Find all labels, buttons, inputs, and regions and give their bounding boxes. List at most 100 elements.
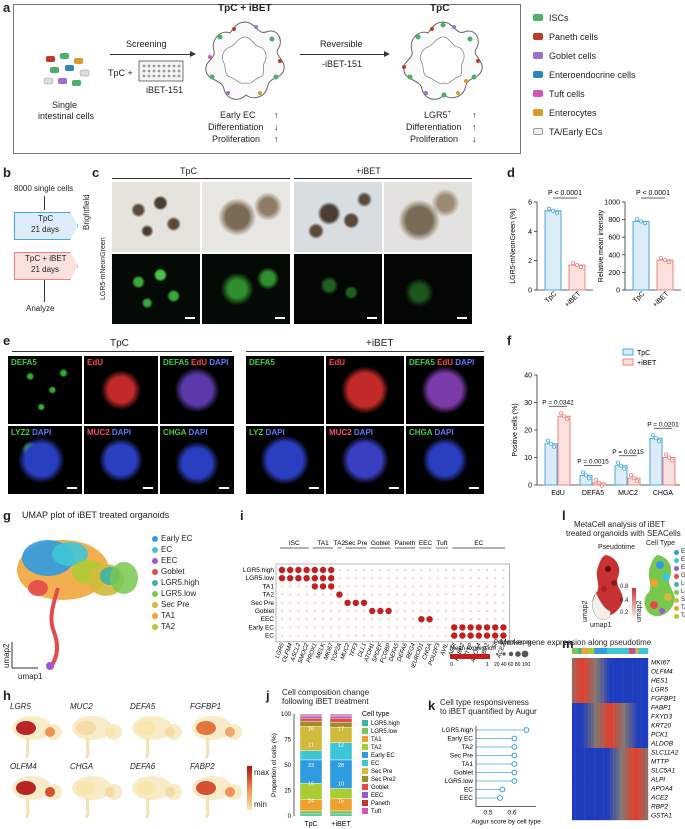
dot: [469, 609, 472, 613]
dot: [502, 577, 505, 580]
dot: [420, 585, 423, 588]
legend-dot: [152, 624, 158, 630]
heatmap-cell: [610, 712, 614, 722]
dot: [354, 585, 357, 588]
heatmap-cell: [610, 757, 614, 767]
heatmap-cell: [606, 757, 611, 767]
l-legend-label: EEC: [681, 557, 685, 563]
a-organoid-left: [205, 21, 285, 100]
heatmap-cell: [622, 811, 627, 821]
heatmap-cell: [632, 712, 636, 722]
y-axis-label: Proportion of cells (%): [271, 733, 278, 797]
heatmap-cell: [638, 757, 642, 767]
heatmap-cell: [641, 793, 646, 803]
colorbar-max: 1: [486, 662, 489, 668]
feature-plot-umap: [12, 716, 62, 759]
heatmap-cell: [575, 730, 579, 740]
dot: [403, 585, 407, 588]
row-label: Goblet: [454, 770, 473, 777]
legend-dot: [152, 613, 158, 619]
dot: [461, 577, 464, 580]
heatmap-cell: [606, 703, 611, 713]
gene-label: ACE2: [650, 795, 668, 802]
legend-swatch: [362, 792, 368, 798]
e-label-muc2-2: MUC2 DAPI: [329, 428, 373, 437]
dot: [352, 599, 359, 606]
g-legend-label: EC: [161, 545, 173, 554]
expression-hotspot: [105, 787, 115, 797]
dot: [287, 575, 294, 582]
data-point: [559, 411, 564, 416]
heatmap-cell: [619, 793, 623, 803]
x-tick-label: DEFA5: [582, 490, 604, 497]
g-legend-label: TA1: [161, 611, 176, 620]
a-legend-label: Enterocytes: [549, 108, 597, 118]
e-label-edu-2: EdU: [329, 358, 345, 367]
heatmap-cell: [625, 703, 630, 713]
x-tick-label: +iBET: [652, 290, 671, 309]
heatmap-cell: [638, 703, 642, 713]
y-tick-label: 1000: [604, 200, 620, 207]
data-point: [634, 217, 639, 222]
legend-swatch: [622, 358, 634, 366]
dot: [330, 609, 333, 613]
heatmap-cell: [629, 748, 633, 758]
heatmap-cell: [610, 775, 614, 785]
dot: [311, 583, 318, 590]
heatmap-cell: [594, 766, 598, 776]
gene-label: RBP2: [651, 804, 668, 811]
y-axis-label: Relative mean intensity: [598, 209, 605, 282]
heatmap-cell: [625, 757, 630, 767]
heatmap-cell: [638, 730, 642, 740]
dot: [362, 593, 366, 596]
heatmap-cell: [572, 658, 576, 668]
dot: [436, 626, 439, 629]
dot: [494, 601, 497, 604]
data-point: [600, 483, 605, 488]
heatmap-cell: [632, 739, 636, 749]
panel-letter-l: l: [562, 508, 566, 523]
dot: [485, 568, 489, 572]
heatmap-cell: [622, 775, 627, 785]
group-label: TA1: [317, 540, 329, 547]
heatmap-cell: [622, 766, 627, 776]
dot: [461, 609, 464, 613]
dot: [444, 577, 448, 580]
heatmap-cell: [578, 811, 582, 821]
dot: [412, 601, 415, 604]
legend-title: Mean expression: [450, 646, 496, 652]
heatmap-cell: [629, 766, 633, 776]
dot: [354, 577, 357, 580]
dot: [461, 618, 464, 621]
panel-letter-j: j: [266, 688, 270, 703]
umap-tail: [204, 797, 210, 819]
heatmap-cell: [584, 793, 589, 803]
e-ibet-lyz: LYZ DAPI: [246, 426, 324, 494]
row-label: TA2: [263, 592, 275, 599]
stacked-segment: [299, 750, 323, 761]
heatmap-cell: [606, 694, 611, 704]
heatmap-cell: [641, 730, 646, 740]
heatmap-cell: [610, 721, 614, 731]
a-arrow-1: [110, 54, 192, 55]
heatmap-cell: [613, 748, 617, 758]
heatmap-cell: [572, 784, 576, 794]
heatmap-cell: [578, 784, 582, 794]
heatmap-cell: [638, 676, 642, 686]
e-ibet-muc2: MUC2 DAPI: [326, 426, 404, 494]
heatmap-cell: [622, 667, 627, 677]
dot: [420, 601, 423, 604]
heatmap-cell: [613, 793, 617, 803]
h-max: max: [254, 768, 270, 777]
y-axis-label: LGR5-mNeonGreen (%): [510, 208, 517, 283]
heatmap-cell: [641, 784, 646, 794]
heatmap-cell: [632, 721, 636, 731]
b-days-1: 21 days: [31, 225, 60, 234]
heatmap-cell: [610, 658, 614, 668]
heatmap-cell: [629, 667, 633, 677]
pseudotime-bar-cell: [606, 648, 611, 654]
e-merge-edu: EdU: [191, 358, 208, 367]
e-tpc-chga: CHGA DAPI: [160, 426, 234, 494]
heatmap-cell: [600, 712, 604, 722]
heatmap-cell: [575, 739, 579, 749]
